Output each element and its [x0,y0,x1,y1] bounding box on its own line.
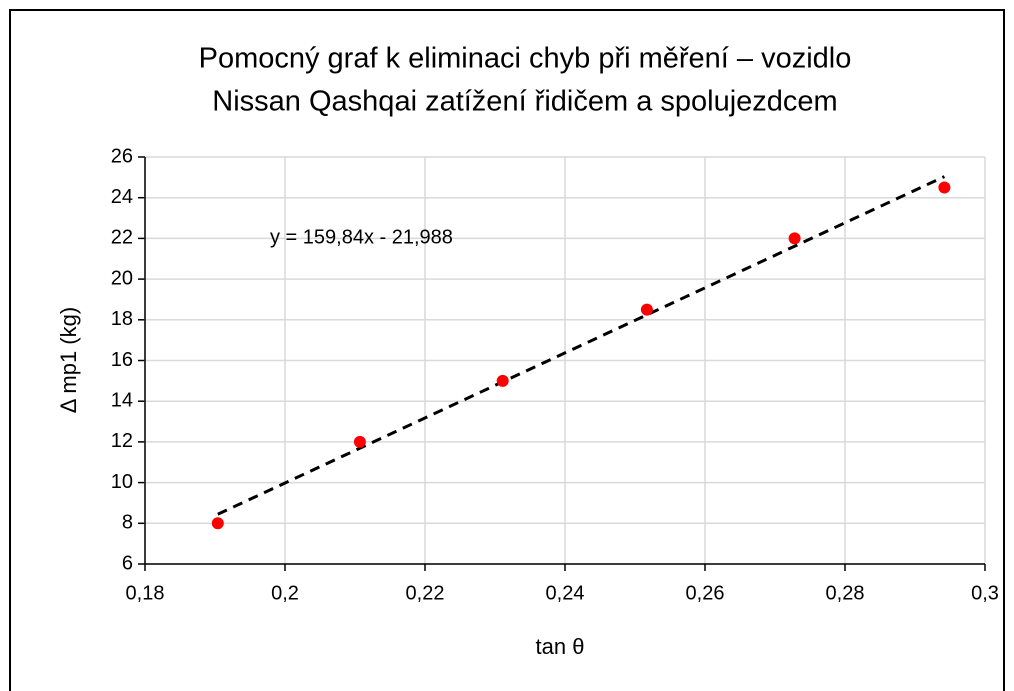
x-tick-label: 0,26 [686,582,725,604]
data-point [496,374,509,387]
x-axis-label: tan θ [536,634,585,659]
data-point [353,435,366,448]
x-tick-label: 0,18 [126,582,165,604]
y-tick-label: 6 [122,552,133,574]
y-tick-label: 12 [111,430,133,452]
chart-border [9,9,1005,691]
x-tick-label: 0,28 [826,582,865,604]
y-tick-label: 20 [111,267,133,289]
y-tick-label: 18 [111,308,133,330]
data-point [788,232,801,245]
trendline [217,175,946,516]
y-tick-label: 26 [111,145,133,167]
x-tick-label: 0,3 [971,582,999,604]
trendline-equation: y = 159,84x - 21,988 [270,226,453,248]
y-tick-label: 22 [111,227,133,249]
x-tick-label: 0,22 [406,582,445,604]
chart-title: Nissan Qashqai zatížení řidičem a spoluj… [212,86,837,118]
y-tick-label: 16 [111,349,133,371]
data-point [938,181,951,194]
x-tick-label: 0,24 [546,582,585,604]
y-tick-label: 10 [111,471,133,493]
y-tick-label: 24 [111,186,133,208]
data-point [640,303,653,316]
y-axis-label: Δ mp1 (kg) [56,307,81,413]
chart-title: Pomocný graf k eliminaci chyb při měření… [199,43,852,75]
data-point [211,517,224,530]
x-tick-label: 0,2 [271,582,299,604]
y-tick-label: 8 [122,512,133,534]
y-tick-label: 14 [111,389,133,411]
